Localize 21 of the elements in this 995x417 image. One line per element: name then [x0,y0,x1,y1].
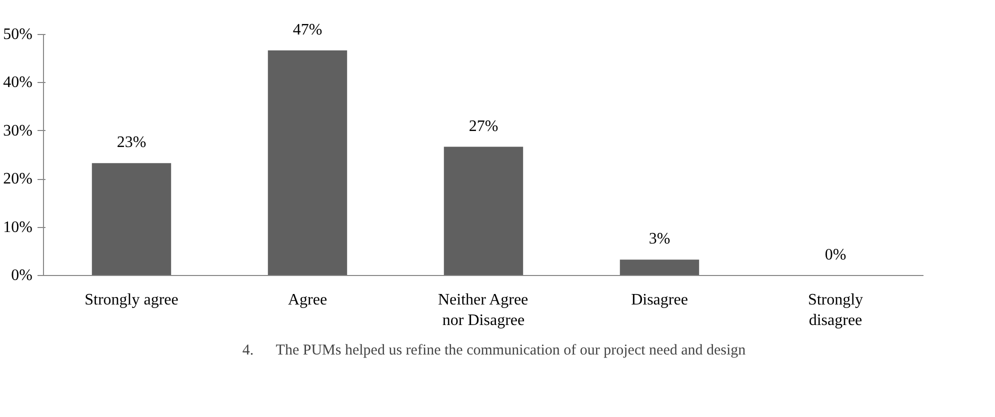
data-label: 3% [648,230,670,248]
data-label: 47% [292,21,322,38]
x-tick-label: Neither Agree nor Disagree [438,292,528,329]
x-tick-label: Agree [288,292,328,308]
y-tick-label: 20% [3,170,32,188]
y-tick-label: 40% [3,74,32,92]
data-label: 27% [468,118,498,135]
y-tick-label: 0% [11,267,32,284]
bar [620,260,700,276]
text: 4. The PUMs helped us refine the communication of our project need and design [242,342,746,360]
y-tick-label: 30% [3,122,32,140]
bar [92,163,172,276]
data-label: 0% [824,246,846,264]
bar [268,50,348,276]
x-tick-label: Strongly agree [84,292,178,308]
data-label: 23% [116,134,146,152]
x-tick-label: Strongly disagree [808,292,864,329]
y-tick-label: 50% [3,26,32,43]
x-tick-label: Disagree [631,292,688,308]
bar [444,146,524,276]
y-tick-label: 10% [3,218,32,236]
